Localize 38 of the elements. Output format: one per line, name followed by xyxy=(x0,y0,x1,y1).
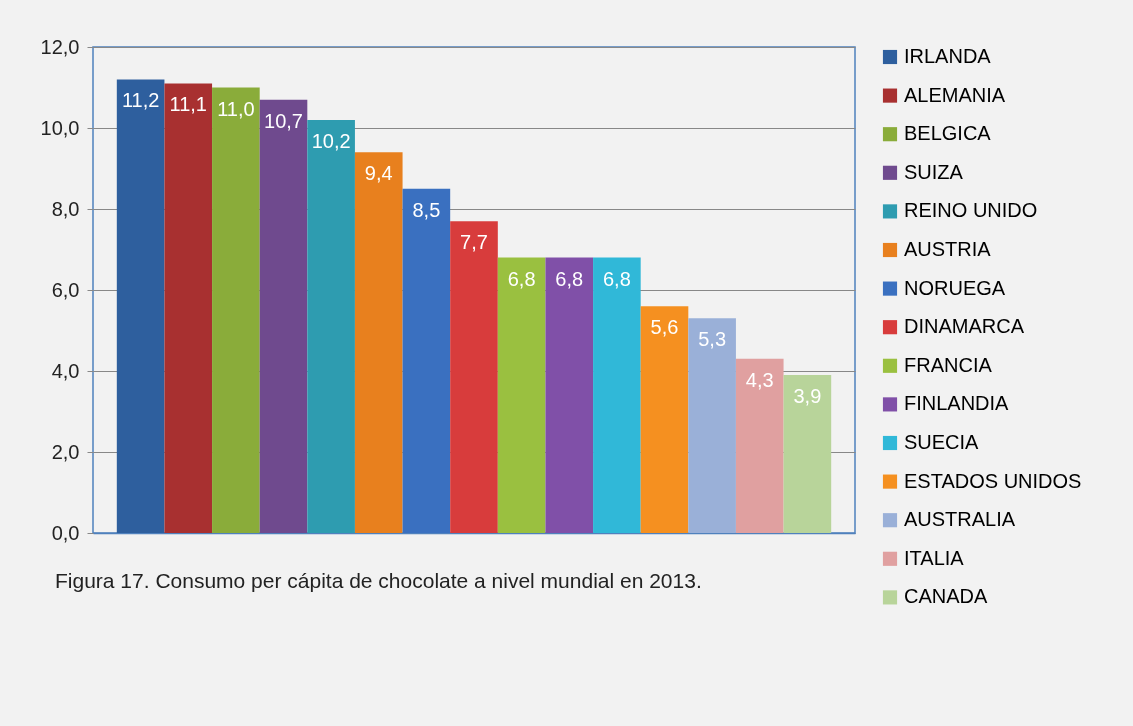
y-tick-label: 2,0 xyxy=(51,440,80,463)
data-label: 5,6 xyxy=(650,316,679,339)
y-tick-label: 10,0 xyxy=(40,116,80,139)
legend-label: NORUEGA xyxy=(904,276,1006,299)
legend-label: ESTADOS UNIDOS xyxy=(904,469,1082,492)
data-label: 6,8 xyxy=(555,267,584,290)
y-tick-label: 4,0 xyxy=(51,359,80,382)
data-label: 11,0 xyxy=(217,97,255,120)
legend-label: FRANCIA xyxy=(904,353,993,376)
data-label: 11,1 xyxy=(169,93,207,116)
legend-label: AUSTRIA xyxy=(904,238,992,260)
legend-label: AUSTRALIA xyxy=(904,508,1016,531)
y-tick-label: 0,0 xyxy=(51,521,80,544)
legend-label: ITALIA xyxy=(904,546,965,569)
data-label: 6,8 xyxy=(507,267,536,290)
data-label: 3,9 xyxy=(793,385,822,408)
data-label: 6,8 xyxy=(602,267,631,290)
data-label: 8,5 xyxy=(412,198,441,221)
data-label: 5,3 xyxy=(698,328,727,351)
y-tick-label: 6,0 xyxy=(51,278,80,301)
data-label: 10,2 xyxy=(311,129,351,152)
legend-label: ALEMANIA xyxy=(904,83,1006,106)
text: Figura 17. Consumo per cápita de chocolate a nivel mundial en 2013. xyxy=(55,568,703,594)
legend-label: FINLANDIA xyxy=(904,392,1010,415)
data-label: 10,7 xyxy=(264,109,303,132)
legend-label: BELGICA xyxy=(904,122,992,145)
data-label: 11,2 xyxy=(121,89,160,112)
legend-label: REINO UNIDO xyxy=(904,199,1038,222)
legend-label: SUECIA xyxy=(904,431,980,453)
legend-label: CANADA xyxy=(904,585,989,608)
legend-label: IRLANDA xyxy=(904,45,992,67)
y-tick-label: 12,0 xyxy=(40,35,80,58)
legend-label: DINAMARCA xyxy=(904,315,1025,338)
data-label: 7,7 xyxy=(460,231,488,254)
y-tick-label: 8,0 xyxy=(51,197,80,220)
legend-label: SUIZA xyxy=(904,160,964,183)
data-label: 4,3 xyxy=(745,368,774,391)
data-label: 9,4 xyxy=(364,162,393,185)
